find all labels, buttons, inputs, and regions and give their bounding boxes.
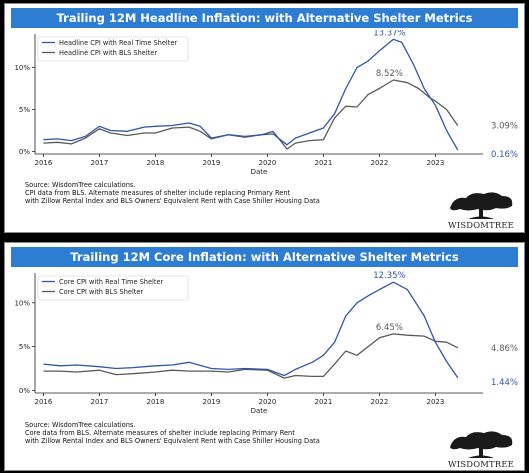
logo-wordmark: WISDOMTREE [448, 459, 514, 469]
y-tick-label: 5% [19, 343, 30, 351]
y-tick-label: 10% [14, 299, 30, 307]
y-tick-label: 0% [19, 148, 30, 156]
peak-label: 6.45% [376, 323, 403, 333]
legend-label: Core CPI with Real Time Shelter [59, 278, 164, 286]
end-label: 0.16% [491, 150, 518, 160]
logo-wordmark: WISDOMTREE [448, 220, 514, 230]
y-tick-label: 0% [19, 387, 30, 395]
chart-title: Trailing 12M Core Inflation: with Altern… [11, 247, 518, 267]
source-note: Source: WisdomTree calculations. CPI dat… [25, 181, 320, 206]
legend-label: Core CPI with BLS Shelter [59, 288, 143, 296]
tree-logo-icon [450, 192, 513, 219]
legend-label: Headline CPI with BLS Shelter [59, 49, 157, 57]
peak-label: 8.52% [376, 69, 403, 79]
end-label: 1.44% [491, 378, 518, 388]
x-axis-label: Date [251, 407, 268, 415]
x-tick-label: 2021 [314, 159, 332, 167]
x-tick-label: 2022 [370, 398, 388, 406]
series-line [43, 333, 459, 379]
peak-label: 12.35% [373, 271, 405, 281]
x-tick-label: 2023 [426, 159, 444, 167]
series-line [43, 281, 459, 379]
x-tick-label: 2021 [314, 398, 332, 406]
peak-label: 13.37% [373, 30, 405, 38]
y-tick-label: 5% [19, 106, 30, 114]
x-tick-label: 2019 [202, 159, 220, 167]
chart-title: Trailing 12M Headline Inflation: with Al… [11, 8, 518, 28]
series-line [43, 79, 459, 150]
y-tick-label: 10% [14, 64, 30, 72]
source-line: Core data from BLS. Alternate measures o… [25, 429, 295, 438]
tree-logo-icon [450, 431, 513, 458]
headline-inflation-panel: Trailing 12M Headline Inflation: with Al… [4, 3, 525, 233]
x-tick-label: 2019 [202, 398, 220, 406]
x-tick-label: 2020 [258, 398, 276, 406]
x-tick-label: 2023 [426, 398, 444, 406]
wisdomtree-logo: WISDOMTREE [444, 429, 518, 469]
x-tick-label: 2018 [146, 398, 164, 406]
series-line [43, 38, 459, 151]
source-line: CPI data from BLS. Alternate measures of… [25, 189, 291, 198]
end-label: 3.09% [491, 122, 518, 132]
source-note: Source: WisdomTree calculations. Core da… [25, 421, 320, 446]
legend-box [37, 36, 189, 62]
x-tick-label: 2017 [90, 398, 108, 406]
source-line: with Zillow Rental Index and BLS Owners'… [25, 437, 320, 446]
x-tick-label: 2020 [258, 159, 276, 167]
end-label: 4.86% [491, 344, 518, 354]
core-inflation-panel: Trailing 12M Core Inflation: with Altern… [4, 242, 525, 471]
x-tick-label: 2016 [34, 398, 52, 406]
x-tick-label: 2022 [370, 159, 388, 167]
x-axis-label: Date [251, 168, 268, 176]
x-tick-label: 2017 [90, 159, 108, 167]
source-line: with Zillow Rental Index and BLS Owners'… [25, 197, 320, 206]
core-inflation-chart: 0% 5% 10% 2016 2017 2018 2019 2020 2021 2022 2023 D… [14, 271, 518, 415]
legend-box [37, 275, 189, 301]
x-tick-label: 2016 [34, 159, 52, 167]
wisdomtree-logo: WISDOMTREE [444, 190, 518, 230]
source-line: Source: WisdomTree calculations. [25, 421, 136, 429]
legend-label: Headline CPI with Real Time Shelter [59, 39, 177, 47]
source-line: Source: WisdomTree calculations. [25, 181, 136, 189]
x-tick-label: 2018 [146, 159, 164, 167]
headline-inflation-chart: 0% 5% 10% 2016 2017 2018 2019 2020 2021 2022 2023 D… [14, 30, 518, 176]
